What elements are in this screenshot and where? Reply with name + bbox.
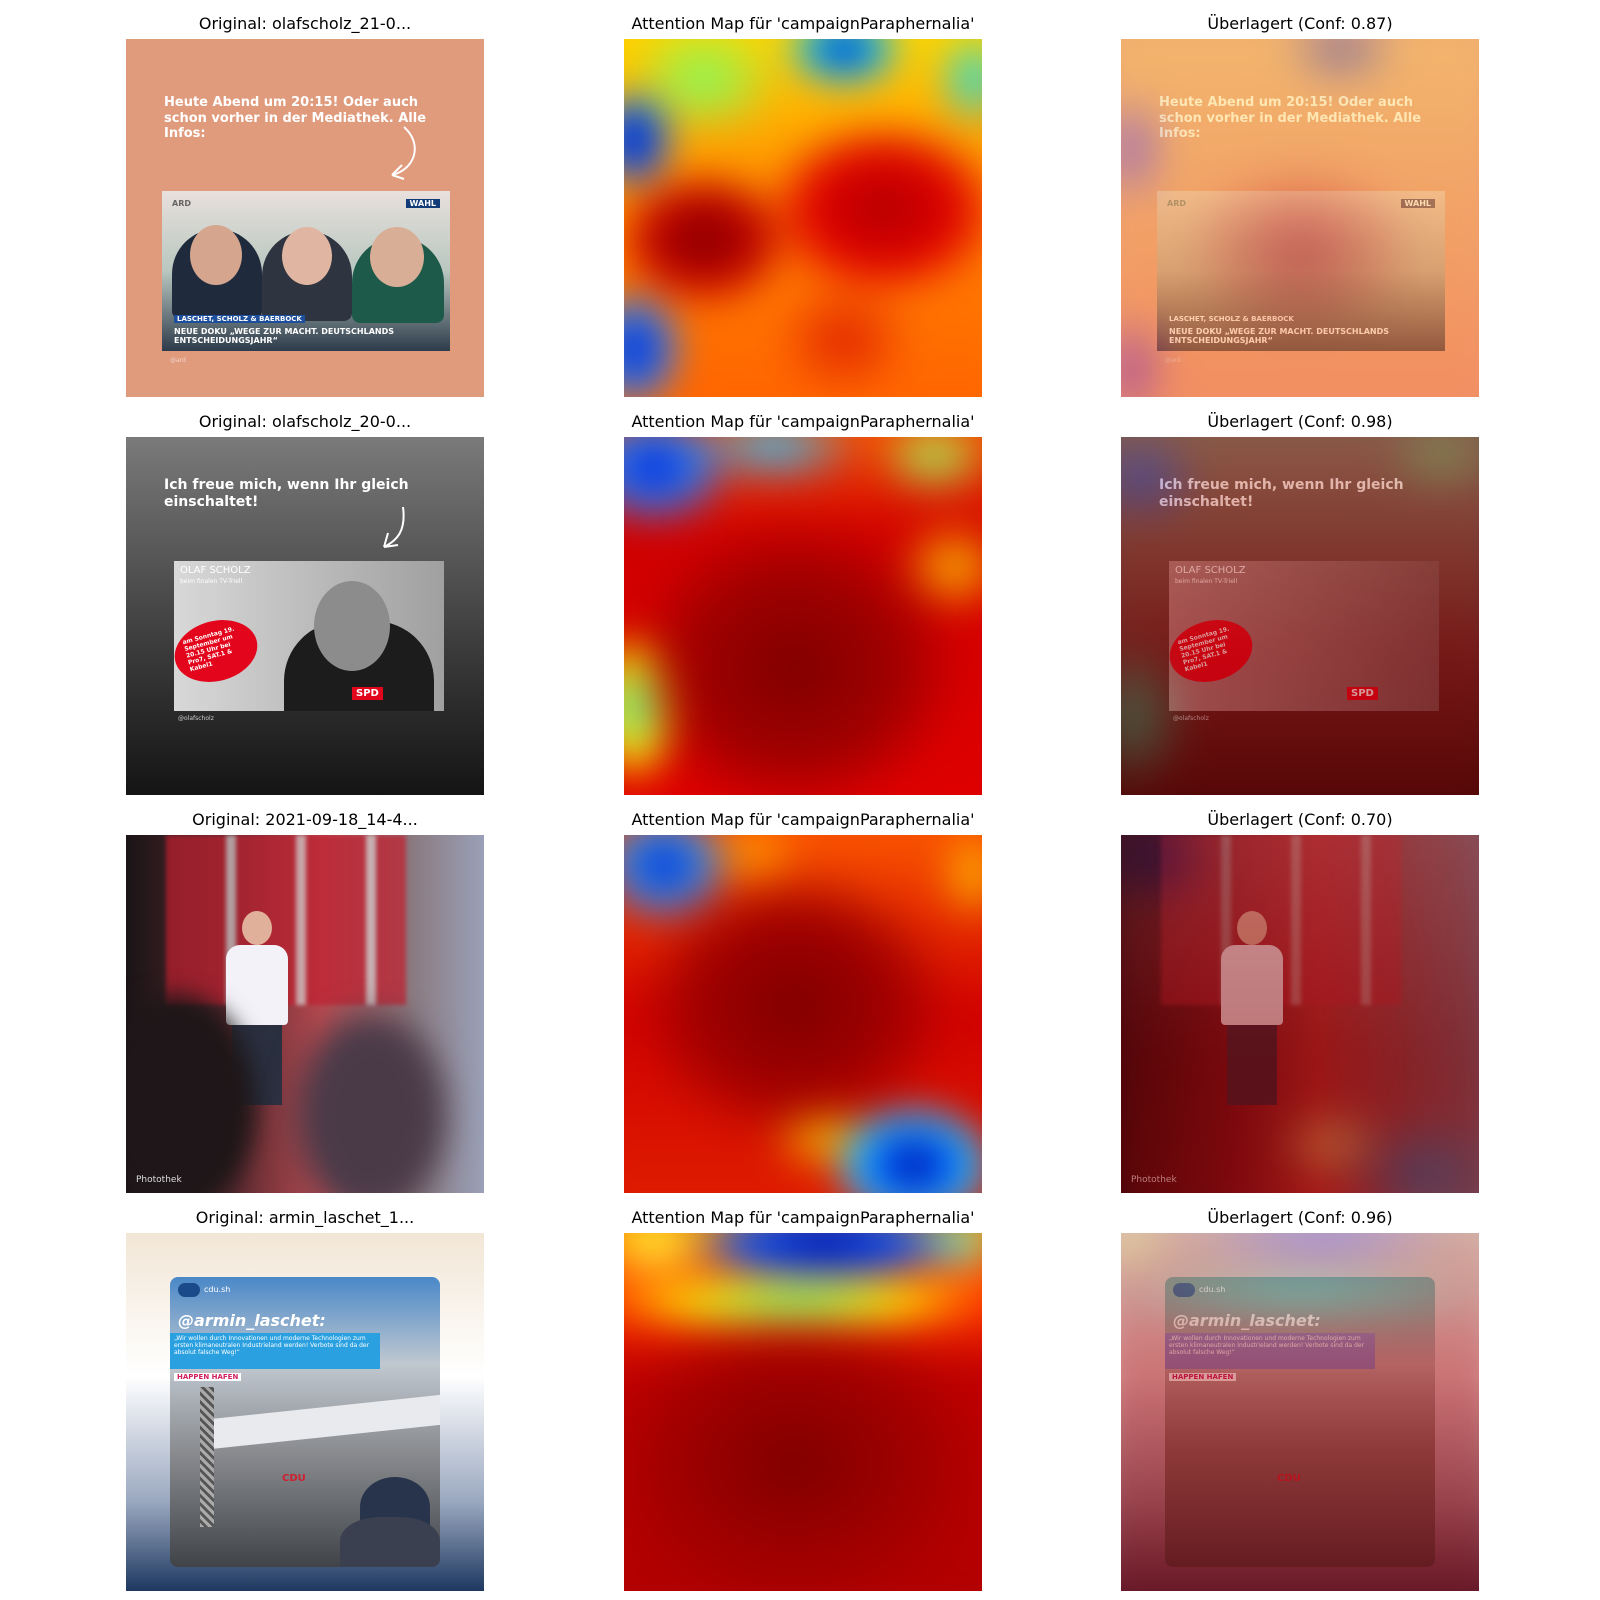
photo-credit: Photothek: [1131, 1175, 1177, 1185]
audience-head: [340, 1517, 440, 1567]
person: [314, 581, 390, 671]
promo-card: OLAF SCHOLZ beim finalen TV-Triell am So…: [1162, 561, 1439, 711]
card-subtitle: beim finalen TV-Triell: [180, 578, 243, 585]
original-title: Original: armin_laschet_1...: [195, 1208, 415, 1227]
arrow-icon: [391, 126, 416, 180]
spd-logo: SPD: [352, 687, 383, 700]
overlay-image: Ich freue mich, wenn Ihr gleich einschal…: [1121, 437, 1479, 795]
account-name: cdu.sh: [1199, 1285, 1226, 1294]
post-headline: Heute Abend um 20:15! Oder auch schon vo…: [1159, 95, 1422, 142]
quote-text: „Wir wollen durch Innovationen und moder…: [174, 1335, 370, 1357]
post-headline: Ich freue mich, wenn Ihr gleich einschal…: [164, 477, 409, 510]
speaker: [226, 945, 288, 1025]
story-handle: @armin_laschet:: [178, 1311, 326, 1330]
story-card: cdu.sh @armin_laschet: „Wir wollen durch…: [1165, 1277, 1435, 1567]
handle: @olafscholz: [1173, 715, 1209, 722]
original-image: Ich freue mich, wenn Ihr gleich einschal…: [126, 437, 484, 795]
crowd-blur: [296, 1015, 446, 1193]
original-image: Photothek: [126, 835, 484, 1193]
original-image: Heute Abend um 20:15! Oder auch schon vo…: [126, 39, 484, 397]
attention-map: [624, 1233, 982, 1591]
overlay-image: cdu.sh @armin_laschet: „Wir wollen durch…: [1121, 1233, 1479, 1591]
handle: @ard: [170, 357, 186, 364]
overlay-title: Überlagert (Conf: 0.96): [1207, 1208, 1393, 1227]
promo-card: OLAF SCHOLZ beim finalen TV-Triell am So…: [167, 561, 444, 711]
speaker: [242, 911, 272, 945]
account-name: cdu.sh: [204, 1285, 231, 1294]
speaker: [1227, 1025, 1277, 1105]
stage-truss: [200, 1387, 214, 1527]
quote-text: „Wir wollen durch Innovationen und moder…: [1169, 1335, 1365, 1357]
attention-map: [624, 39, 982, 397]
person: [190, 225, 242, 285]
card-title: OLAF SCHOLZ: [1175, 565, 1246, 576]
attention-map: [624, 835, 982, 1193]
badge-text: am Sonntag 19. September um 20.15 Uhr be…: [181, 625, 236, 674]
handle: @ard: [1165, 357, 1181, 364]
post-headline: Ich freue mich, wenn Ihr gleich einschal…: [1159, 477, 1404, 510]
attention-title: Attention Map für 'campaignParaphernalia…: [631, 412, 975, 431]
original-title: Original: olafscholz_21-0...: [198, 14, 412, 33]
attention-overlay: [1121, 1233, 1479, 1591]
original-title: Original: 2021-09-18_14-4...: [192, 810, 418, 829]
attention-title: Attention Map für 'campaignParaphernalia…: [631, 810, 975, 829]
account-icon: [1173, 1283, 1195, 1297]
date-badge: am Sonntag 19. September um 20.15 Uhr be…: [167, 611, 265, 691]
caption-big: NEUE DOKU „WEGE ZUR MACHT. DEUTSCHLANDS …: [174, 327, 395, 345]
person: [282, 227, 332, 285]
cdu-logo: CDU: [1277, 1473, 1301, 1484]
quote-box: „Wir wollen durch Innovationen und moder…: [170, 1333, 380, 1369]
attention-map: [624, 437, 982, 795]
tv-still: ARD WAHL LASCHET, SCHOLZ & BAERBOCK NEUE…: [1157, 191, 1445, 351]
photo-credit: Photothek: [136, 1175, 182, 1185]
card-title: OLAF SCHOLZ: [180, 565, 251, 576]
original-image: cdu.sh @armin_laschet: „Wir wollen durch…: [126, 1233, 484, 1591]
caption-big: NEUE DOKU „WEGE ZUR MACHT. DEUTSCHLANDS …: [1169, 327, 1390, 345]
attention-overlay: [1121, 39, 1479, 397]
speaker: [1221, 945, 1283, 1025]
handle: @olafscholz: [178, 715, 214, 722]
story-handle: @armin_laschet:: [1173, 1311, 1321, 1330]
attention-overlay: [1121, 437, 1479, 795]
overlay-title: Überlagert (Conf: 0.98): [1207, 412, 1393, 431]
overlay-title: Überlagert (Conf: 0.87): [1207, 14, 1393, 33]
event-label: HAPPEN HAFEN: [1169, 1373, 1237, 1381]
account-icon: [178, 1283, 200, 1297]
post-headline: Heute Abend um 20:15! Oder auch schon vo…: [164, 95, 427, 142]
ard-logo: ARD: [172, 199, 191, 208]
overlay-image: Photothek: [1121, 835, 1479, 1193]
caption-small: LASCHET, SCHOLZ & BAERBOCK: [174, 315, 305, 323]
story-card: cdu.sh @armin_laschet: „Wir wollen durch…: [170, 1277, 440, 1567]
event-label: HAPPEN HAFEN: [174, 1373, 242, 1381]
quote-box: „Wir wollen durch Innovationen und moder…: [1165, 1333, 1375, 1369]
attention-title: Attention Map für 'campaignParaphernalia…: [631, 14, 975, 33]
overlay-image: Heute Abend um 20:15! Oder auch schon vo…: [1121, 39, 1479, 397]
wahl-logo: WAHL: [1400, 199, 1435, 208]
tv-still: ARD WAHL LASCHET, SCHOLZ & BAERBOCK NEUE…: [162, 191, 450, 351]
person: [370, 227, 424, 287]
ard-logo: ARD: [1167, 199, 1186, 208]
original-title: Original: olafscholz_20-0...: [198, 412, 412, 431]
overlay-title: Überlagert (Conf: 0.70): [1207, 810, 1393, 829]
speaker: [1237, 911, 1267, 945]
stage-roof: [210, 1394, 440, 1450]
spd-logo: SPD: [1347, 687, 1378, 700]
arrow-icon: [383, 506, 405, 548]
caption-small: LASCHET, SCHOLZ & BAERBOCK: [1169, 315, 1294, 323]
wahl-logo: WAHL: [405, 199, 440, 208]
attention-title: Attention Map für 'campaignParaphernalia…: [631, 1208, 975, 1227]
cdu-logo: CDU: [282, 1473, 306, 1484]
card-subtitle: beim finalen TV-Triell: [1175, 578, 1238, 585]
attention-overlay: [1121, 835, 1479, 1193]
